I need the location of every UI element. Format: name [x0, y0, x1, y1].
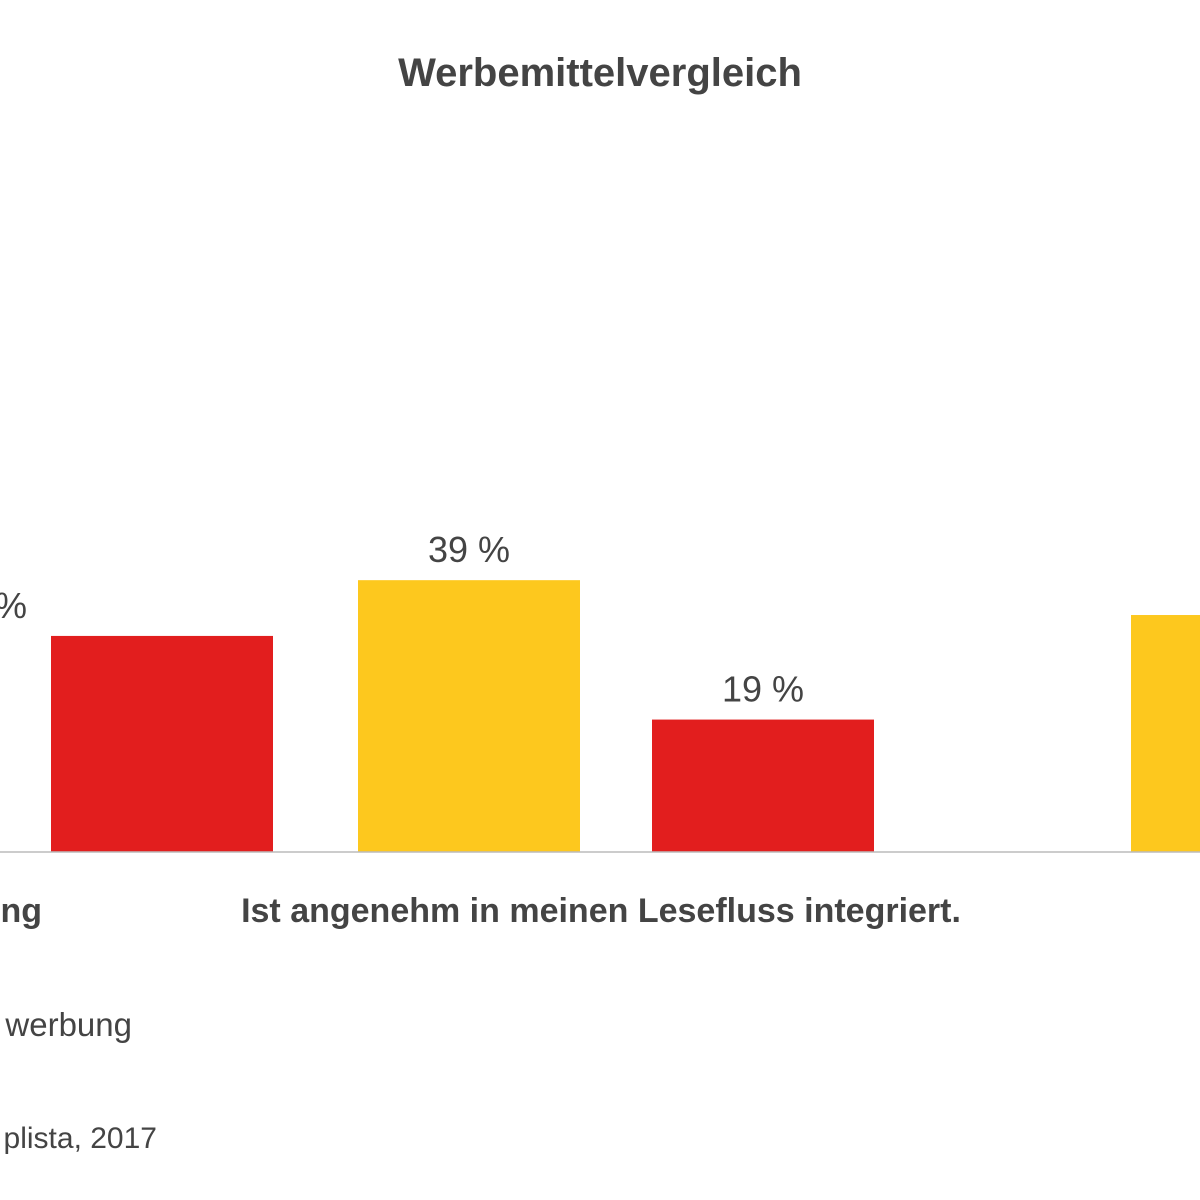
bar-series1-cat1 [652, 719, 874, 852]
legend-label: werbung [4, 1006, 132, 1043]
data-label-0: % [0, 585, 27, 626]
bar-series0-cat2 [1131, 615, 1200, 852]
chart-title: Werbemittelvergleich [398, 51, 802, 95]
bar-series0-cat1 [358, 580, 580, 852]
data-label-1: 39 % [428, 529, 510, 570]
bars-group [51, 580, 1200, 852]
category-label-0: …ng [0, 892, 42, 930]
data-labels-group: % 39 % 19 % [0, 529, 804, 709]
category-label-1: Ist angenehm in meinen Lesefluss integri… [241, 892, 961, 930]
source-note: plista, 2017 [4, 1122, 157, 1155]
bar-series1-cat0 [51, 635, 273, 852]
data-label-2: 19 % [722, 669, 804, 710]
